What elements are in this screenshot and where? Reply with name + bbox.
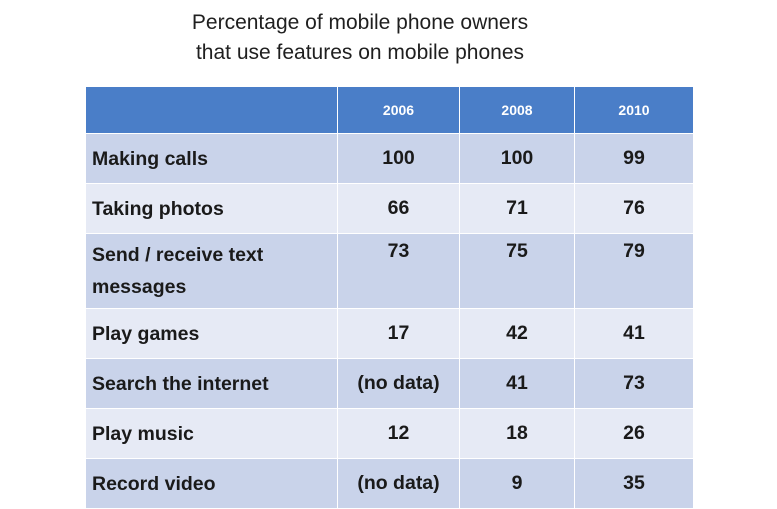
table-cell: 41 — [574, 308, 694, 359]
header-cell-year: 2010 — [574, 86, 694, 134]
header-cell-year: 2008 — [459, 86, 575, 134]
row-label: Making calls — [85, 133, 338, 184]
table-cell: 100 — [337, 133, 460, 184]
header-cell-feature — [85, 86, 338, 134]
table-cell: 35 — [574, 458, 694, 509]
header-cell-year: 2006 — [337, 86, 460, 134]
table-cell: (no data) — [337, 458, 460, 509]
row-label: Taking photos — [85, 183, 338, 234]
table-row: Play games 17 42 41 — [85, 308, 694, 359]
row-label: Search the internet — [85, 358, 338, 409]
chart-title-line-1: Percentage of mobile phone owners — [191, 11, 529, 34]
table-row: Send / receive text messages 73 75 79 — [85, 233, 694, 309]
chart-title: Percentage of mobile phone owners that u… — [0, 8, 720, 68]
table-row: Making calls 100 100 99 — [85, 133, 694, 184]
table-cell: 26 — [574, 408, 694, 459]
chart-title-line-2: that use features on mobile phones — [195, 41, 525, 64]
table-cell: 71 — [459, 183, 575, 234]
table-cell: 76 — [574, 183, 694, 234]
table-cell: 9 — [459, 458, 575, 509]
table-cell: 12 — [337, 408, 460, 459]
table-cell: 42 — [459, 308, 575, 359]
table-cell: 17 — [337, 308, 460, 359]
table-cell: (no data) — [337, 358, 460, 409]
row-label: Send / receive text messages — [85, 233, 338, 309]
table-row: Play music 12 18 26 — [85, 408, 694, 459]
table-cell: 75 — [459, 233, 575, 309]
table-cell: 79 — [574, 233, 694, 309]
row-label: Record video — [85, 458, 338, 509]
header-row: 2006 2008 2010 — [85, 86, 694, 134]
table-row: Record video (no data) 9 35 — [85, 458, 694, 509]
table-cell: 73 — [574, 358, 694, 409]
row-label: Play games — [85, 308, 338, 359]
table-row: Search the internet (no data) 41 73 — [85, 358, 694, 409]
row-label: Play music — [85, 408, 338, 459]
table-cell: 100 — [459, 133, 575, 184]
table-cell: 41 — [459, 358, 575, 409]
table-cell: 18 — [459, 408, 575, 459]
table-cell: 66 — [337, 183, 460, 234]
data-table: 2006 2008 2010 Making calls 100 100 99 T… — [85, 86, 694, 509]
table-row: Taking photos 66 71 76 — [85, 183, 694, 234]
table-cell: 99 — [574, 133, 694, 184]
table-cell: 73 — [337, 233, 460, 309]
